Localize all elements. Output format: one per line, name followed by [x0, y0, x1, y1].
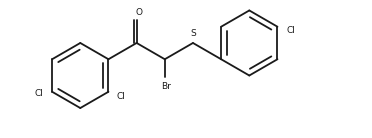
Text: Cl: Cl — [34, 89, 43, 98]
Text: S: S — [190, 29, 196, 38]
Text: Cl: Cl — [287, 26, 296, 35]
Text: Cl: Cl — [116, 92, 125, 101]
Text: Br: Br — [161, 82, 171, 91]
Text: O: O — [135, 8, 142, 17]
